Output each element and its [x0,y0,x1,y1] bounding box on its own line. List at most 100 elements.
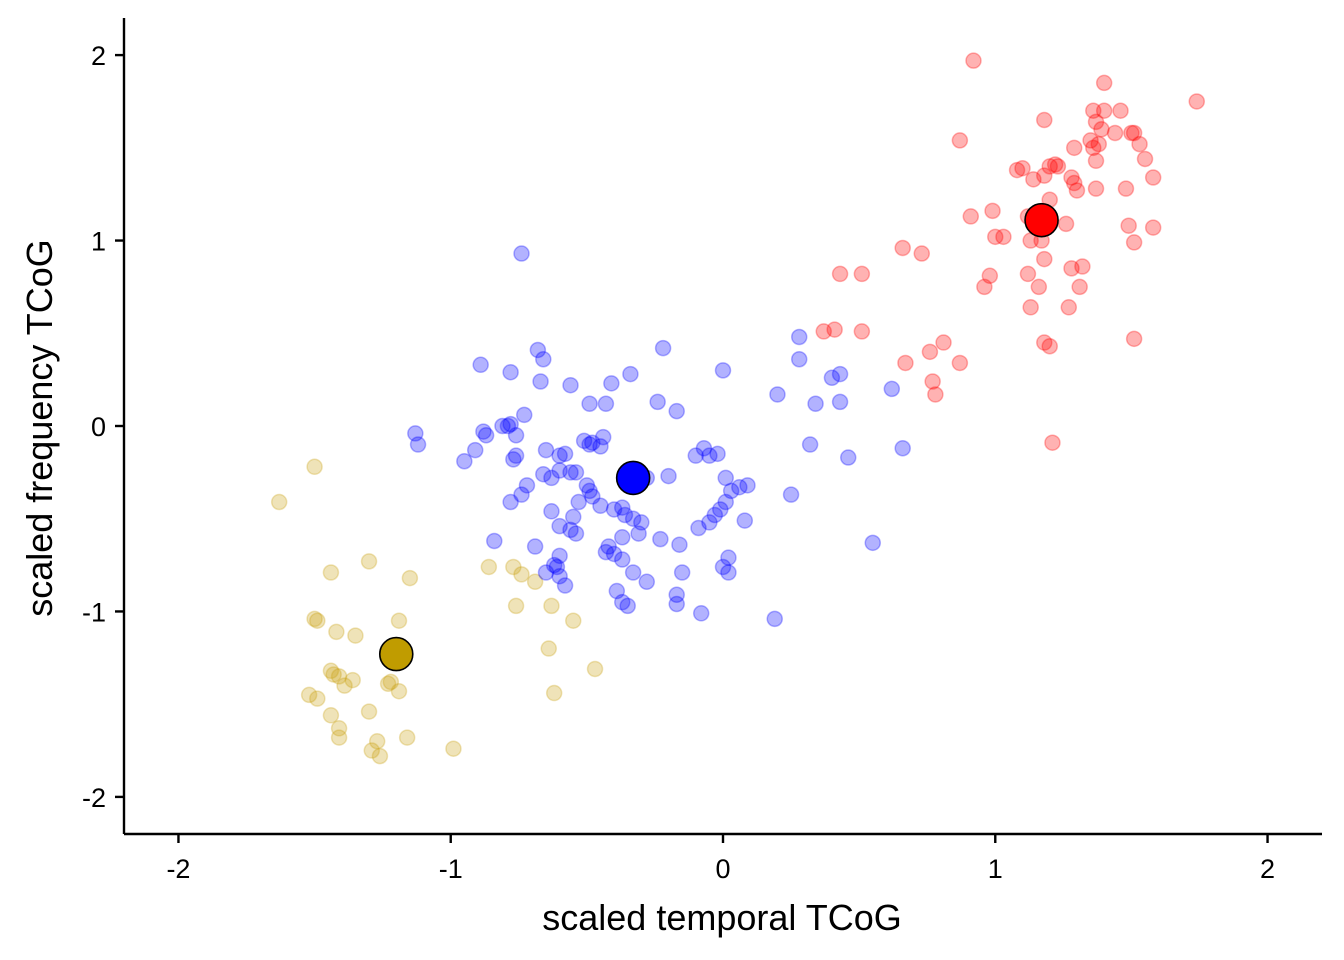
data-point [445,740,462,757]
data-point [1144,219,1162,236]
x-tick-label: 1 [988,854,1003,884]
y-axis-title: scaled frequency TCoG [19,239,60,617]
centroid-point [378,636,414,672]
data-point [390,682,408,700]
data-point [330,668,348,685]
data-point [565,508,582,526]
data-point [336,677,353,694]
x-axis-ticks: -2 -1 0 1 2 [166,834,1275,884]
data-point [790,328,808,346]
data-point [562,521,579,539]
data-point [409,436,427,453]
data-point [322,564,340,581]
data-point [976,278,993,296]
y-tick-label: -2 [82,783,106,813]
data-point [1071,278,1088,296]
data-point [921,343,939,361]
data-point [1112,102,1129,119]
data-point [600,538,617,555]
data-point [540,640,557,657]
data-point [1106,124,1124,142]
data-point [864,534,881,552]
data-point [592,497,609,514]
data-point [567,525,585,542]
data-point [630,525,647,542]
data-point [551,567,568,585]
data-point [325,666,342,683]
data-point [472,356,489,374]
data-point [537,441,555,459]
data-point [883,380,901,398]
data-point [330,720,348,737]
data-point [962,208,980,225]
data-point [671,536,688,553]
data-point [390,612,408,629]
data-point [654,339,672,357]
data-point [1087,152,1105,170]
data-point [360,553,378,570]
data-point [701,447,718,464]
data-point [790,350,808,368]
data-point [736,512,754,529]
data-point [309,612,326,629]
data-point [551,517,568,535]
data-point [1144,169,1162,186]
data-point [1036,111,1053,129]
data-point [309,690,326,707]
data-point [652,530,669,548]
data-point [624,564,642,581]
data-point [951,132,969,149]
data-point [322,662,340,680]
centroid-point [1024,202,1059,238]
data-point [769,386,786,403]
data-point [322,707,340,724]
data-point [543,503,560,520]
y-tick-label: -1 [82,597,106,627]
data-point [624,510,642,527]
data-point [668,595,685,613]
data-point [687,447,705,464]
data-point [673,564,691,581]
data-point [570,493,587,511]
data-point [1095,102,1113,119]
data-point [984,202,1001,220]
data-point [1074,258,1091,275]
data-point [581,395,598,412]
data-point [668,402,685,420]
data-point [831,265,849,283]
data-point [407,425,424,442]
data-point [1030,278,1048,296]
data-point [1014,159,1031,177]
data-point [1090,135,1107,153]
data-point [575,432,593,450]
data-point [603,375,620,392]
data-point [594,428,612,446]
x-tick-label: 2 [1260,854,1275,884]
data-point [368,733,386,750]
data-point [826,321,843,338]
data-point [1060,299,1078,316]
data-point [1117,180,1135,197]
data-point [581,482,598,500]
data-point [1188,93,1206,110]
data-point [1120,217,1137,234]
data-point [1085,139,1102,157]
data-point [981,267,999,285]
data-point [717,493,734,511]
centroid-point [615,460,651,496]
data-point [1136,150,1154,168]
data-point [831,365,849,383]
data-point [513,566,530,583]
data-point [638,573,656,591]
data-point [608,582,626,600]
centroids-layer [378,202,1059,672]
data-point [556,445,574,463]
data-point [897,354,914,372]
data-point [1008,161,1026,179]
data-point [1063,260,1080,277]
data-point [927,386,944,403]
data-point [987,228,1004,246]
data-point [853,323,871,340]
data-point [1087,113,1105,131]
